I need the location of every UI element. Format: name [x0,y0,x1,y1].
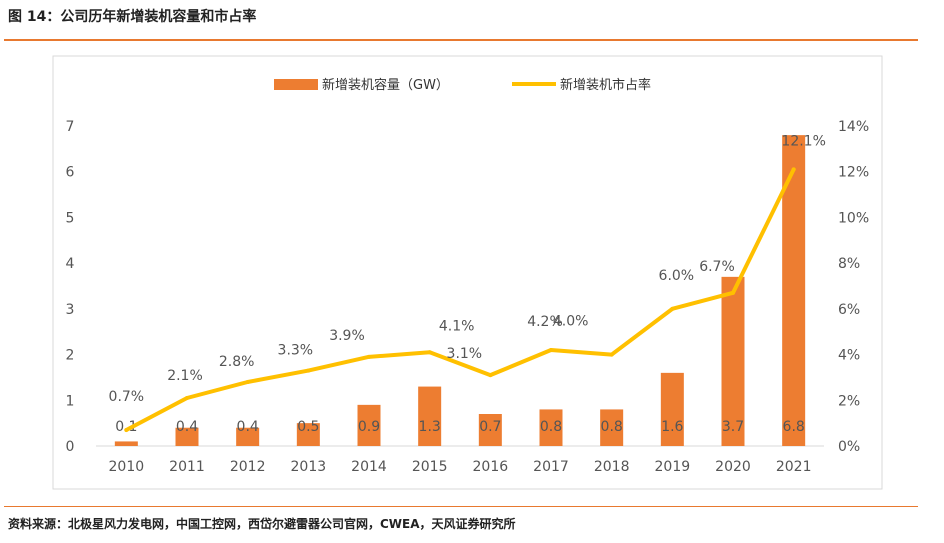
bar-value-label: 0.5 [297,419,319,435]
bar-value-label: 0.1 [115,419,137,435]
share-value-label: 4.2% [527,314,563,330]
legend-line-label: 新增装机市占率 [560,77,651,93]
share-value-label: 4.0% [553,314,589,330]
share-point [427,350,432,355]
left-axis-tick: 5 [66,210,75,226]
bar [357,404,381,446]
share-point [791,167,796,172]
legend-bar-swatch [274,79,318,90]
bar-value-label: 0.7 [479,419,501,435]
source-divider [4,506,918,507]
share-value-label: 12.1% [781,133,825,149]
bar [478,414,502,446]
share-point [488,373,493,378]
right-axis-tick: 4% [838,348,860,364]
bar [660,372,684,446]
share-point [609,352,614,357]
share-point [731,290,735,295]
bar [175,427,199,446]
share-line [124,167,796,432]
left-axis-tick: 1 [66,393,75,409]
bar [721,276,745,446]
share-value-label: 6.0% [659,268,695,284]
left-axis-tick: 0 [66,439,75,455]
share-point [124,428,129,432]
right-axis-tick: 10% [838,210,869,226]
x-axis-tick: 2020 [715,459,751,475]
left-axis-tick: 4 [66,256,75,272]
x-axis-tick: 2018 [594,459,630,475]
share-value-label: 3.9% [329,328,365,344]
right-axis-tick: 8% [838,256,860,272]
share-value-label: 2.8% [219,354,255,370]
left-axis-tick: 7 [66,119,75,135]
x-axis-tick: 2010 [109,459,145,475]
x-axis-tick: 2021 [776,459,812,475]
bar [418,386,442,446]
x-axis-tick: 2015 [412,459,448,475]
bar-value-label: 0.4 [237,419,259,435]
bar-value-label: 0.8 [601,419,623,435]
title-divider [4,39,918,41]
share-value-label: 6.7% [699,259,735,275]
bar-value-label: 0.9 [358,419,380,435]
share-point [549,348,553,352]
share-point [367,354,371,359]
bar [114,441,138,446]
share-value-label: 3.1% [447,346,483,362]
x-axis-tick: 2017 [533,459,569,475]
share-value-label: 4.1% [439,318,475,334]
left-axis-tick: 2 [66,348,75,364]
legend-bar-label: 新增装机容量（GW） [322,77,449,93]
share-value-label: 3.3% [278,343,314,359]
x-axis-tick: 2011 [169,459,205,475]
bar [236,427,260,446]
share-point [670,306,675,311]
left-axis-tick: 3 [66,302,75,318]
bar [296,423,320,446]
share-point [185,396,189,400]
bar [539,409,563,446]
figure-title: 图 14：公司历年新增装机容量和市占率 [8,9,257,25]
x-axis-tick: 2014 [351,459,387,475]
right-axis-tick: 0% [838,439,860,455]
left-axis-tick: 6 [66,165,75,181]
bar-value-label: 0.8 [540,419,562,435]
x-axis-tick: 2019 [655,459,691,475]
share-point [306,368,311,373]
bar [600,409,624,446]
bar-value-label: 0.4 [176,419,198,435]
share-point [245,380,250,384]
right-axis-tick: 12% [838,165,869,181]
right-axis-tick: 6% [838,302,860,318]
bar-value-label: 6.8 [783,419,805,435]
source-note: 资料来源：北极星风力发电网，中国工控网，西岱尔避雷器公司官网，CWEA，天风证券… [8,517,516,531]
x-axis-tick: 2012 [230,459,266,475]
bar-value-label: 3.7 [722,419,744,435]
x-axis-tick: 2016 [473,459,509,475]
share-value-label: 0.7% [109,389,145,405]
x-axis-tick: 2013 [291,459,327,475]
right-axis-tick: 14% [838,119,869,135]
bar-value-label: 1.3 [419,419,441,435]
share-value-label: 2.1% [167,368,203,384]
bar-value-label: 1.6 [661,419,683,435]
legend: 新增装机容量（GW） 新增装机市占率 [274,77,651,93]
right-axis-tick: 2% [838,393,860,409]
bar [782,135,806,446]
